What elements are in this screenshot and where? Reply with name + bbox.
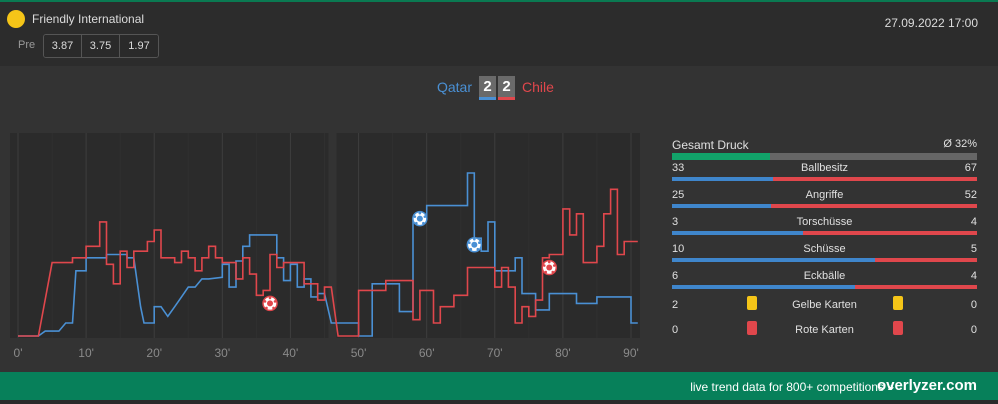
odds-home[interactable]: 3.87 [44,35,82,57]
stat-home-value: 33 [672,162,685,174]
goal-ball-icon [541,259,558,276]
pressure-bar [672,153,977,160]
stat-row-angriffe: 25 Angriffe 52 [672,185,977,212]
x-tick-label: 20' [146,346,162,360]
yellow-cards-row: 2 Gelbe Karten 0 [672,293,977,318]
away-score: 2 [498,76,515,100]
stat-bar-home-fill [672,204,772,208]
pressure-bar-fill [672,153,770,160]
stat-bar-home-fill [672,258,876,262]
pre-odds-group: 3.87 3.75 1.97 [43,34,159,58]
stat-home-value: 25 [672,189,685,201]
scoreline: Qatar 2 2 Chile [0,75,998,101]
red-cards-row: 0 Rote Karten 0 [672,318,977,343]
stat-row-schuesse: 10 Schüsse 5 [672,239,977,266]
pressure-trend-chart: 0' 10' 20' 30' 40' 50' 60' 70' 80' 90' [10,133,640,360]
footer-text: live trend data for 800+ competitions » [690,380,894,394]
x-tick-label: 30' [215,346,231,360]
x-tick-label: 50' [351,346,367,360]
top-accent-line [0,0,998,2]
stat-label: Torschüsse [796,216,853,228]
x-tick-label: 90' [623,346,639,360]
pre-odds-label: Pre [18,39,36,51]
red-cards-home: 0 [672,324,679,336]
stat-away-value: 5 [970,243,977,255]
stat-bar-home-fill [672,285,855,289]
stat-bar [672,258,977,262]
pressure-value: Ø 32% [943,138,977,150]
red-card-icon [747,321,757,335]
stat-bar-home-fill [672,177,773,181]
x-tick-label: 0' [14,346,23,360]
yellow-card-icon [893,296,903,310]
stat-away-value: 52 [964,189,977,201]
stat-row-torschuesse: 3 Torschüsse 4 [672,212,977,239]
stats-panel: Gesamt Druck Ø 32% 33 Ballbesitz 67 25 A… [672,133,977,343]
match-header: Friendly International 27.09.2022 17:00 … [0,2,998,66]
stat-label: Ballbesitz [800,162,849,174]
stat-label: Angriffe [805,189,844,201]
pressure-label: Gesamt Druck [672,138,749,152]
match-datetime: 27.09.2022 17:00 [884,16,978,30]
halftime-gap [328,133,337,338]
home-score: 2 [479,76,496,100]
stat-away-value: 67 [964,162,977,174]
odds-away[interactable]: 1.97 [120,35,158,57]
x-tick-label: 40' [283,346,299,360]
goal-ball-icon [466,236,483,253]
goal-ball-icon [412,210,428,227]
x-tick-label: 80' [555,346,571,360]
stat-away-value: 4 [970,216,977,228]
stat-label: Schüsse [803,243,846,255]
promo-footer[interactable]: live trend data for 800+ competitions » … [0,372,998,400]
goal-ball-icon [262,295,278,312]
yellow-cards-away: 0 [970,299,977,311]
x-tick-label: 70' [487,346,503,360]
away-trend-line [18,188,638,337]
stat-bar [672,177,977,181]
bottom-edge [0,400,998,404]
red-cards-away: 0 [970,324,977,336]
stat-row-eckbaelle: 6 Eckbälle 4 [672,266,977,293]
home-team-name[interactable]: Qatar [436,79,472,95]
pressure-row: Gesamt Druck Ø 32% [672,133,977,160]
stat-bar [672,231,977,235]
brand-link[interactable]: overlyzer.com [876,377,977,394]
red-card-icon [893,321,903,335]
competition-dot-icon [7,10,25,28]
stat-row-ballbesitz: 33 Ballbesitz 67 [672,158,977,185]
x-tick-label: 60' [419,346,435,360]
stat-label: Eckbälle [803,270,846,282]
yellow-cards-home: 2 [672,299,679,311]
stat-home-value: 3 [672,216,679,228]
x-tick-label: 10' [78,346,94,360]
yellow-card-icon [747,296,757,310]
stat-bar [672,285,977,289]
stat-away-value: 4 [970,270,977,282]
stat-home-value: 6 [672,270,679,282]
away-team-name[interactable]: Chile [522,79,554,95]
stat-home-value: 10 [672,243,685,255]
odds-draw[interactable]: 3.75 [82,35,120,57]
stat-bar-home-fill [672,231,803,235]
competition-name[interactable]: Friendly International [32,12,145,26]
stat-bar [672,204,977,208]
red-cards-label: Rote Karten [795,324,854,336]
yellow-cards-label: Gelbe Karten [792,299,857,311]
